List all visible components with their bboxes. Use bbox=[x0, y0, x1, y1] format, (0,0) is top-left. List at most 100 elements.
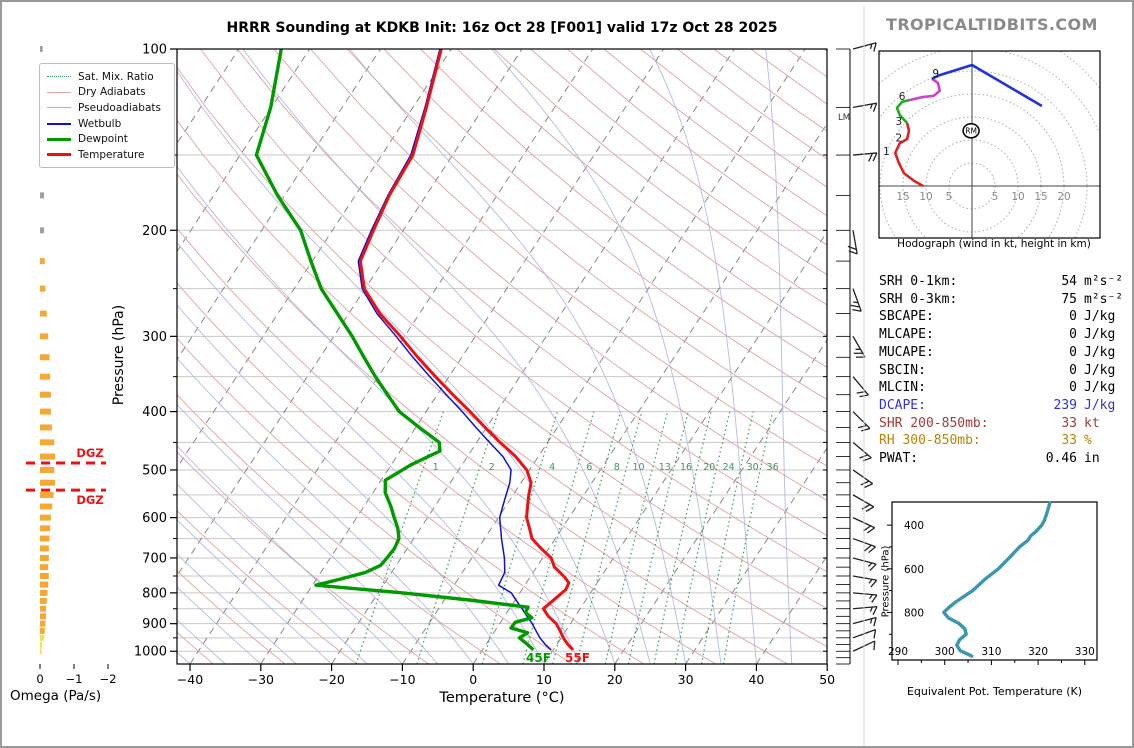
index-label: SRH 0-1km: bbox=[879, 274, 958, 289]
index-label: SRH 0-3km: bbox=[879, 291, 958, 307]
hodograph-plot: 15 10 5 5 10 15 20 12 3 6 9 RM bbox=[879, 51, 1100, 238]
wind-barb bbox=[852, 336, 866, 358]
svg-text:290: 290 bbox=[888, 646, 908, 658]
index-unit: kt bbox=[1084, 415, 1100, 431]
svg-text:50: 50 bbox=[819, 672, 835, 687]
svg-text:1: 1 bbox=[883, 146, 890, 158]
dewpoint-curve bbox=[254, 49, 535, 652]
legend-label: Wetbulb bbox=[78, 117, 122, 130]
svg-text:300: 300 bbox=[142, 330, 167, 345]
mixing-ratio-lines bbox=[355, 411, 774, 664]
index-row-dcape-: DCAPE: 239 J/kg bbox=[879, 397, 1131, 415]
index-label: RH 300-850mb: bbox=[879, 433, 981, 449]
wind-barb bbox=[852, 575, 878, 588]
legend-item-sat-mix-ratio: Sat. Mix. Ratio bbox=[47, 69, 167, 85]
svg-text:−20: −20 bbox=[318, 672, 344, 687]
sounding-curves bbox=[254, 49, 575, 652]
wind-barb bbox=[852, 102, 878, 112]
svg-text:1000: 1000 bbox=[134, 645, 167, 660]
wind-barb bbox=[852, 42, 877, 52]
index-unit: J/kg bbox=[1084, 344, 1116, 360]
legend-line-sample bbox=[47, 76, 71, 78]
pressure-gridlines bbox=[177, 154, 827, 652]
svg-text:700: 700 bbox=[142, 551, 167, 566]
hodograph-trace-3-6 bbox=[895, 98, 911, 124]
index-row-pwat-: PWAT: 0.46 in bbox=[879, 450, 1131, 468]
svg-text:−40: −40 bbox=[177, 672, 203, 687]
index-value: 0 bbox=[1069, 309, 1077, 325]
legend-item-dry-adiabats: Dry Adiabats bbox=[47, 85, 167, 101]
index-unit: m²s⁻² bbox=[1084, 291, 1124, 307]
index-row-sbcape-: SBCAPE: 0 J/kg bbox=[879, 308, 1131, 326]
wind-barb bbox=[847, 230, 858, 255]
temperature-curve bbox=[358, 49, 575, 651]
index-value: 239 bbox=[1053, 397, 1077, 413]
legend-line-sample bbox=[47, 107, 71, 109]
svg-text:2: 2 bbox=[489, 462, 495, 473]
wind-barb bbox=[852, 592, 878, 603]
svg-text:10: 10 bbox=[919, 191, 932, 203]
index-unit: % bbox=[1084, 433, 1092, 449]
svg-text:20: 20 bbox=[1057, 191, 1070, 203]
svg-text:200: 200 bbox=[142, 224, 167, 239]
svg-text:3: 3 bbox=[896, 116, 903, 128]
svg-text:20: 20 bbox=[607, 672, 623, 687]
legend-item-temperature: Temperature bbox=[47, 147, 167, 163]
index-label: MLCAPE: bbox=[879, 327, 934, 343]
index-label: MUCAPE: bbox=[879, 344, 934, 360]
index-value: 54 bbox=[1061, 274, 1077, 289]
wind-barb bbox=[852, 376, 869, 398]
svg-text:13: 13 bbox=[659, 462, 671, 473]
index-value: 0 bbox=[1069, 344, 1077, 360]
svg-text:10: 10 bbox=[1011, 191, 1024, 203]
index-value: 0 bbox=[1069, 327, 1077, 343]
hodograph-trace-9+ bbox=[931, 63, 1043, 108]
svg-text:1: 1 bbox=[433, 462, 439, 473]
wind-barb bbox=[852, 605, 878, 616]
svg-text:900: 900 bbox=[142, 617, 167, 632]
svg-text:800: 800 bbox=[142, 586, 167, 601]
omega-panel: 0 −1 −2 DGZ DGZ bbox=[26, 46, 116, 686]
hodograph-trace-0-3 bbox=[893, 122, 924, 188]
theta-e-curve bbox=[942, 501, 1052, 658]
index-value: 0 bbox=[1069, 362, 1077, 378]
index-value: 33 bbox=[1061, 433, 1077, 449]
mixing-ratio-labels: 1 2 4 6 8 10 13 16 20 24 30 36 bbox=[433, 462, 779, 473]
svg-text:2: 2 bbox=[896, 133, 903, 145]
index-label: SBCAPE: bbox=[879, 309, 934, 325]
svg-text:15: 15 bbox=[896, 191, 909, 203]
svg-text:400: 400 bbox=[142, 405, 167, 420]
svg-text:−2: −2 bbox=[100, 672, 117, 686]
legend-item-dewpoint: Dewpoint bbox=[47, 131, 167, 147]
wind-barb-column: LM bbox=[836, 42, 878, 665]
dgz-markers: DGZ DGZ bbox=[26, 446, 106, 507]
svg-text:600: 600 bbox=[904, 564, 924, 576]
index-row-srh-0-3km-: SRH 0-3km: 75 m²s⁻² bbox=[879, 291, 1131, 309]
index-row-mucape-: MUCAPE: 0 J/kg bbox=[879, 344, 1131, 362]
theta-e-x-axis-label: Equivalent Pot. Temperature (K) bbox=[906, 685, 1083, 698]
theta-e-plot: 400 600 800 290 300 310 320 330 bbox=[887, 501, 1098, 665]
wind-barb bbox=[850, 288, 862, 312]
svg-text:6: 6 bbox=[586, 462, 592, 473]
svg-text:RM: RM bbox=[965, 127, 977, 136]
index-unit: J/kg bbox=[1084, 309, 1116, 325]
index-value: 0 bbox=[1069, 380, 1077, 396]
index-label: SBCIN: bbox=[879, 362, 926, 378]
index-value: 75 bbox=[1061, 291, 1077, 307]
index-label: DCAPE: bbox=[879, 397, 926, 413]
svg-text:5: 5 bbox=[992, 191, 999, 203]
index-row-sbcin-: SBCIN: 0 J/kg bbox=[879, 362, 1131, 380]
hodograph-trace-6-9 bbox=[909, 77, 942, 102]
svg-text:300: 300 bbox=[935, 646, 955, 658]
legend-line-sample bbox=[47, 153, 71, 157]
svg-text:600: 600 bbox=[142, 511, 167, 526]
svg-text:400: 400 bbox=[904, 520, 924, 532]
svg-text:0: 0 bbox=[469, 672, 477, 687]
index-row-shr-200-850mb-: SHR 200-850mb: 33 kt bbox=[879, 415, 1131, 433]
pressure-axis-label: Pressure (hPa) bbox=[111, 304, 127, 406]
svg-text:30: 30 bbox=[678, 672, 694, 687]
legend-line-sample bbox=[47, 137, 71, 141]
svg-text:9: 9 bbox=[932, 68, 939, 80]
